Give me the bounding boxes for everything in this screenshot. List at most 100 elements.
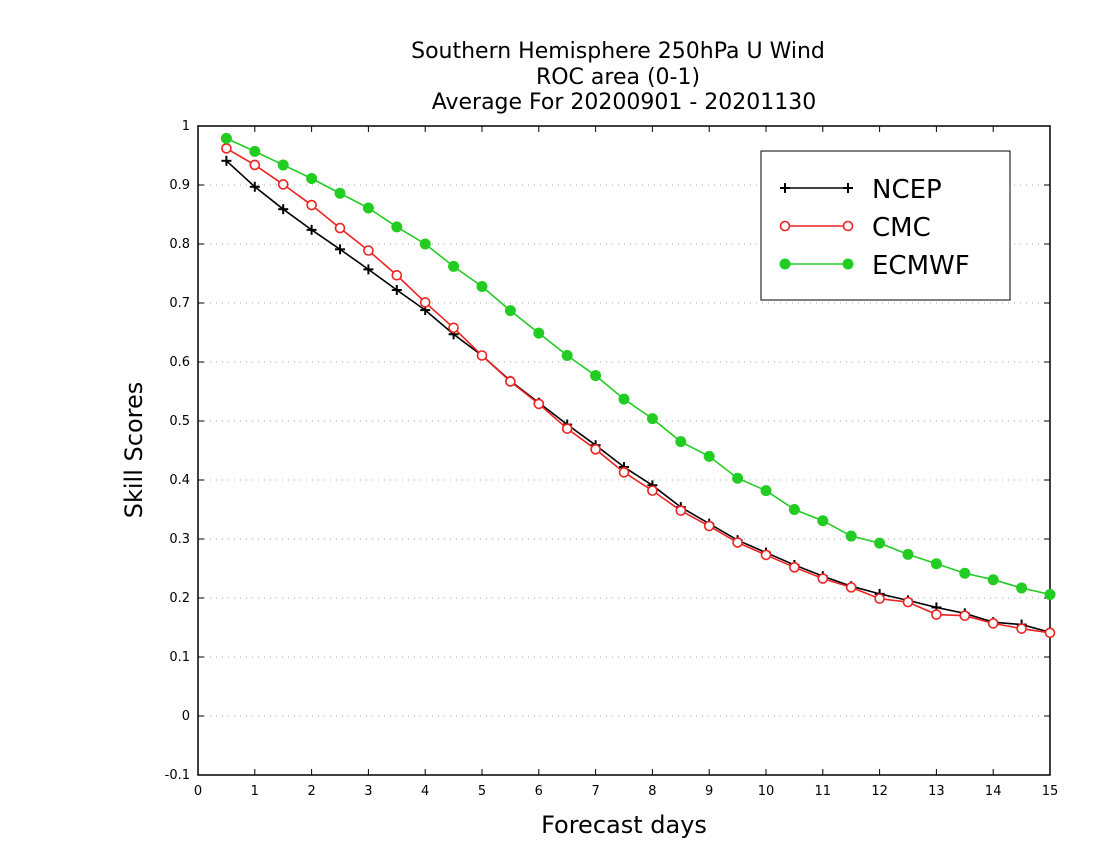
y-tick-label: 0 bbox=[182, 709, 190, 724]
x-tick-label: 3 bbox=[364, 784, 372, 799]
data-point-cmc bbox=[533, 398, 545, 410]
data-point-ncep bbox=[391, 285, 402, 296]
data-point-ecmwf bbox=[902, 548, 914, 560]
data-point-cmc bbox=[277, 179, 289, 190]
data-point-ecmwf bbox=[703, 450, 715, 462]
data-point-ecmwf bbox=[959, 567, 971, 579]
x-tick-label: 5 bbox=[478, 784, 486, 799]
data-point-cmc bbox=[931, 609, 942, 620]
data-point-cmc bbox=[448, 322, 459, 334]
data-point-ecmwf bbox=[277, 159, 289, 171]
data-point-ecmwf bbox=[646, 413, 658, 425]
x-tick-label: 12 bbox=[871, 784, 888, 799]
data-point-ecmwf bbox=[817, 515, 829, 527]
legend-marker-cmc bbox=[779, 220, 791, 232]
data-point-ecmwf bbox=[732, 472, 744, 484]
data-point-cmc bbox=[221, 143, 232, 154]
data-point-cmc bbox=[845, 582, 857, 593]
data-point-ncep bbox=[335, 244, 345, 255]
data-point-ecmwf bbox=[760, 485, 772, 497]
y-tick-label: 0.9 bbox=[169, 178, 190, 193]
data-point-cmc bbox=[590, 444, 601, 455]
data-point-cmc bbox=[618, 467, 630, 478]
legend-item-cmc: CMC bbox=[779, 213, 931, 243]
data-point-cmc bbox=[647, 485, 658, 496]
y-tick-label: 0.8 bbox=[169, 237, 190, 252]
y-tick-label: 0.7 bbox=[169, 296, 190, 311]
x-tick-label: 13 bbox=[928, 784, 945, 799]
data-point-cmc bbox=[732, 537, 743, 548]
data-point-ecmwf bbox=[561, 350, 573, 362]
legend-marker-ecmwf bbox=[842, 258, 854, 270]
data-point-ecmwf bbox=[504, 305, 516, 317]
data-point-cmc bbox=[334, 222, 346, 234]
legend-marker-ncep bbox=[843, 183, 853, 193]
legend-label-ncep: NCEP bbox=[872, 175, 942, 205]
data-point-ncep bbox=[278, 204, 289, 215]
series-lines bbox=[220, 132, 1056, 639]
data-point-cmc bbox=[902, 596, 914, 608]
data-point-cmc bbox=[760, 549, 772, 561]
x-axis-label: Forecast days bbox=[541, 811, 707, 839]
data-point-ecmwf bbox=[448, 260, 460, 272]
data-point-ecmwf bbox=[306, 173, 318, 185]
y-tick-label: 0.3 bbox=[169, 532, 190, 547]
data-point-ncep bbox=[249, 181, 260, 192]
data-point-cmc bbox=[561, 423, 573, 434]
data-point-ecmwf bbox=[249, 145, 261, 157]
legend-marker-ecmwf bbox=[779, 258, 791, 270]
data-point-cmc bbox=[675, 505, 687, 516]
legend-label-ecmwf: ECMWF bbox=[872, 251, 970, 281]
y-tick-label: 0.5 bbox=[169, 414, 190, 429]
x-tick-label: 15 bbox=[1042, 784, 1059, 799]
data-point-cmc bbox=[306, 199, 317, 211]
y-tick-label: 0.2 bbox=[169, 591, 190, 606]
data-point-cmc bbox=[249, 159, 261, 171]
plot-frame bbox=[197, 125, 1051, 776]
data-point-ecmwf bbox=[476, 280, 488, 292]
data-point-ecmwf bbox=[618, 393, 630, 405]
data-point-ecmwf bbox=[590, 370, 602, 382]
data-point-ecmwf bbox=[987, 574, 999, 586]
data-point-cmc bbox=[419, 297, 431, 308]
data-point-ncep bbox=[306, 224, 317, 235]
data-point-ncep bbox=[221, 155, 232, 166]
data-point-ecmwf bbox=[362, 202, 374, 214]
x-tick-label: 9 bbox=[705, 784, 713, 799]
data-point-cmc bbox=[391, 269, 403, 281]
chart-title: Southern Hemisphere 250hPa U Wind ROC ar… bbox=[411, 39, 825, 115]
data-point-ecmwf bbox=[419, 238, 431, 250]
data-point-cmc bbox=[959, 610, 971, 622]
data-point-cmc bbox=[505, 376, 516, 387]
legend-marker-ncep bbox=[780, 183, 790, 193]
y-tick-label: 0.1 bbox=[169, 650, 190, 665]
data-point-ecmwf bbox=[334, 187, 346, 199]
grid-lines bbox=[198, 184, 1050, 717]
series-ecmwf bbox=[220, 132, 1056, 600]
series-cmc bbox=[221, 143, 1056, 639]
x-axis-ticks: 0 1 2 3 4 5 6 7 8 9 10 11 12 13 14 15 bbox=[194, 126, 1058, 799]
y-tick-label: 0.4 bbox=[169, 473, 190, 488]
x-tick-label: 7 bbox=[591, 784, 599, 799]
y-tick-label: -0.1 bbox=[165, 768, 190, 783]
data-point-ecmwf bbox=[533, 327, 545, 339]
x-tick-label: 0 bbox=[194, 784, 202, 799]
x-tick-label: 6 bbox=[535, 784, 543, 799]
data-point-ecmwf bbox=[1044, 588, 1056, 600]
legend-marker-cmc bbox=[842, 220, 854, 232]
data-point-ecmwf bbox=[874, 537, 886, 549]
x-tick-label: 11 bbox=[815, 784, 832, 799]
legend-label-cmc: CMC bbox=[872, 213, 931, 243]
legend-box bbox=[760, 150, 1011, 301]
data-point-cmc bbox=[817, 573, 829, 584]
y-axis-ticks: -0.1 0 0.1 0.2 0.3 0.4 0.5 0.6 0.7 0.8 0.9 1 bbox=[165, 119, 1050, 783]
chart-title-line-1: Southern Hemisphere 250hPa U Wind bbox=[411, 39, 825, 64]
y-tick-label: 0.6 bbox=[169, 355, 190, 370]
y-tick-label: 1 bbox=[182, 119, 190, 134]
data-point-ecmwf bbox=[675, 436, 687, 448]
data-point-cmc bbox=[987, 618, 999, 629]
data-point-ncep bbox=[363, 264, 374, 275]
data-point-ecmwf bbox=[788, 504, 800, 515]
x-tick-label: 1 bbox=[251, 784, 259, 799]
